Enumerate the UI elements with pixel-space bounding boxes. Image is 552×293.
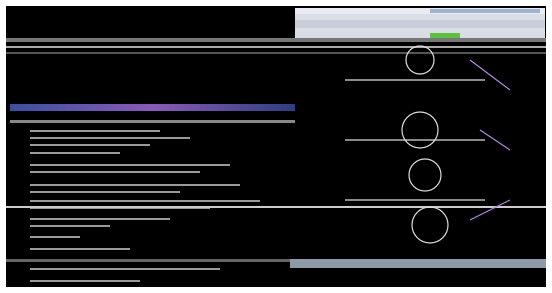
glitch-line <box>6 206 546 208</box>
window-toolbar <box>295 20 545 28</box>
status-green <box>430 33 460 38</box>
page <box>0 0 552 293</box>
screen <box>6 6 546 287</box>
taskbar-left <box>6 259 290 262</box>
bar <box>6 46 546 48</box>
bar <box>6 52 546 54</box>
taskbar <box>290 259 546 268</box>
separator <box>10 120 295 123</box>
header-bar <box>10 104 295 111</box>
bar <box>6 38 546 42</box>
screenshot <box>0 0 552 293</box>
window-title-highlight <box>430 9 540 13</box>
